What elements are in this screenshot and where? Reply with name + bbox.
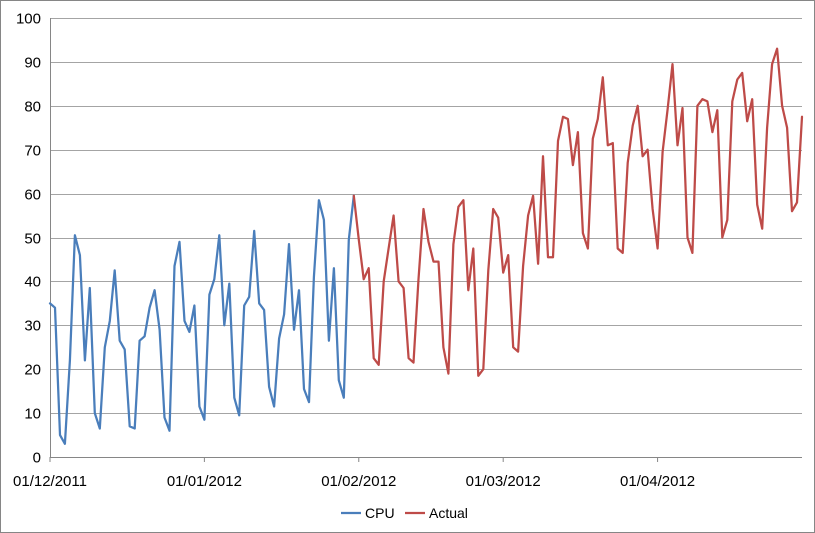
legend-label: CPU [365,505,395,521]
y-tick-label: 50 [24,231,41,248]
y-tick-label: 0 [33,450,41,467]
y-tick-label: 40 [24,274,41,291]
legend-item-cpu: CPU [341,505,395,521]
x-axis-tick-labels: 01/12/2011 01/01/2012 01/02/2012 01/03/2012… [13,473,695,490]
y-tick-label: 90 [24,55,41,72]
y-tick-label: 70 [24,143,41,160]
x-tick-label: 01/01/2012 [167,473,242,490]
legend-item-actual: Actual [405,505,468,521]
y-tick-label: 30 [24,318,41,335]
y-tick-label: 60 [24,187,41,204]
y-tick-label: 100 [16,11,41,28]
x-tick-label: 01/02/2012 [321,473,396,490]
x-tick-label: 01/04/2012 [620,473,695,490]
legend: CPU Actual [341,505,468,521]
y-tick-label: 10 [24,406,41,423]
axes [49,18,802,462]
y-axis-tick-labels: 0 10 20 30 40 50 60 70 80 90 100 [16,11,41,467]
gridlines [50,18,802,414]
series-lines [48,47,804,445]
x-tick-label: 01/03/2012 [466,473,541,490]
series-line-actual [352,47,804,377]
series-line-cpu [48,194,355,445]
y-tick-label: 80 [24,99,41,116]
y-tick-label: 20 [24,362,41,379]
legend-label: Actual [429,505,468,521]
x-tick-label: 01/12/2011 [13,473,87,490]
